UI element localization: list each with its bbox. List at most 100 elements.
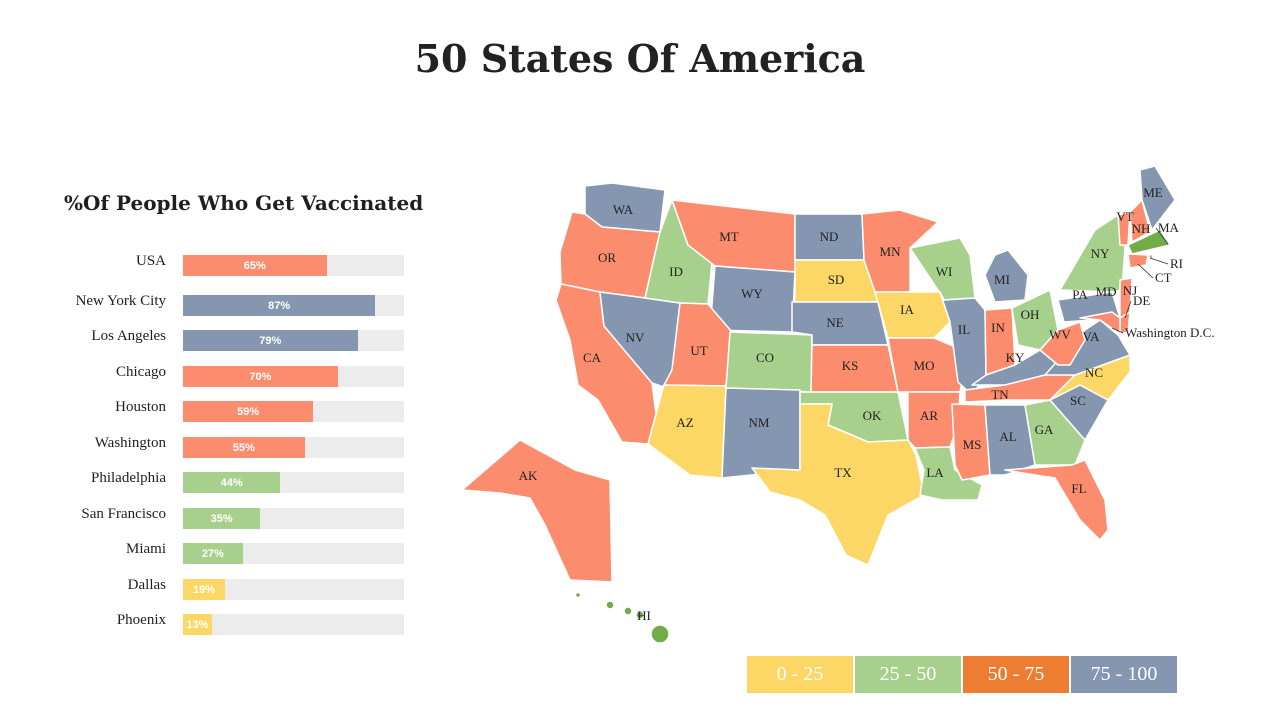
bar-category-label: Philadelphia (91, 470, 166, 486)
state-ga (1024, 399, 1086, 466)
state-label: KY (1006, 350, 1025, 365)
bar-track: 87% (183, 295, 404, 316)
state-wv (1039, 321, 1086, 366)
state-ia (874, 291, 951, 339)
state-label: WY (741, 286, 763, 301)
bar-track: 27% (183, 543, 404, 564)
state-label: OH (1021, 307, 1040, 322)
state-label: IN (991, 320, 1005, 335)
state-label: ND (820, 229, 839, 244)
bar-track: 13% (183, 614, 404, 635)
bar: 13% (183, 614, 212, 635)
callout-line (1155, 227, 1169, 245)
callout-label: DE (1133, 293, 1150, 308)
legend: 0 - 25 25 - 50 50 - 75 75 - 100 (747, 656, 1179, 693)
state-label: NJ (1123, 283, 1137, 298)
us-map: WA OR CA ID NV MT WY UT AZ CO NM ND SD NE KS OK TX MN IA MO… (461, 165, 1215, 644)
state-hi (605, 600, 615, 610)
bar-category-label: Phoenix (116, 612, 166, 628)
state-label: LA (926, 465, 944, 480)
state-label: IA (900, 302, 914, 317)
callout-line (1124, 300, 1132, 319)
callout-label: MA (1158, 220, 1180, 235)
page-title: 50 States Of America (414, 36, 866, 81)
state-label: NC (1085, 365, 1103, 380)
callout-line (1149, 257, 1169, 265)
state-label: UT (690, 343, 707, 358)
state-label: KS (842, 358, 859, 373)
legend-item: 0 - 25 (747, 656, 853, 693)
bar-category-label: Miami (126, 541, 166, 557)
bar-category-label: New York City (75, 293, 166, 309)
bar-category-label: Dallas (127, 577, 166, 593)
state-label: AR (920, 408, 938, 423)
state-label: CA (583, 350, 602, 365)
state-label: MS (963, 437, 982, 452)
bar-category-label: Los Angeles (91, 328, 166, 344)
state-az (647, 384, 727, 479)
bar-track: 55% (183, 437, 404, 458)
legend-item: 75 - 100 (1071, 656, 1177, 693)
callout-label: RI (1170, 256, 1183, 271)
state-label: AZ (676, 415, 693, 430)
state-label: NM (749, 415, 770, 430)
state-hi (623, 606, 633, 616)
callout-line (1137, 263, 1154, 279)
bar: 19% (183, 579, 225, 600)
state-label: MD (1096, 284, 1117, 299)
state-label: FL (1071, 481, 1086, 496)
bar-category-label: Houston (115, 399, 166, 415)
state-label: TN (991, 387, 1009, 402)
state-label: NH (1132, 221, 1151, 236)
bar-category-label: USA (135, 253, 166, 269)
bar: 70% (183, 366, 338, 387)
bar-track: 44% (183, 472, 404, 493)
bar: 35% (183, 508, 261, 529)
state-label: NV (626, 330, 645, 345)
state-ms (951, 403, 991, 481)
state-label: CO (756, 350, 774, 365)
state-label: PA (1072, 287, 1088, 302)
bar-track: 19% (183, 579, 404, 600)
state-label: GA (1035, 422, 1054, 437)
state-mi (984, 249, 1029, 303)
state-label: ID (669, 264, 683, 279)
bar: 87% (183, 295, 376, 316)
bar: 44% (183, 472, 281, 493)
bar-category-label: San Francisco (81, 506, 166, 522)
state-ny (1059, 214, 1126, 293)
state-fl (1004, 459, 1109, 541)
state-label: HI (637, 608, 651, 623)
state-label: NY (1091, 246, 1110, 261)
state-md (1079, 311, 1121, 335)
state-label: ME (1143, 185, 1163, 200)
state-tx (751, 403, 925, 566)
state-hi (650, 624, 670, 644)
state-label: MI (994, 272, 1010, 287)
callout-label: Washington D.C. (1125, 325, 1215, 340)
bar-track: 65% (183, 255, 404, 276)
state-label: VA (1082, 329, 1100, 344)
state-label: NE (826, 315, 843, 330)
state-label: MT (719, 229, 739, 244)
state-label: AL (999, 429, 1016, 444)
legend-item: 25 - 50 (855, 656, 961, 693)
state-label: WA (613, 202, 634, 217)
bar: 79% (183, 330, 358, 351)
bar: 55% (183, 437, 305, 458)
state-ak (461, 439, 613, 583)
state-hi (635, 610, 645, 620)
bar: 59% (183, 401, 314, 422)
state-hi (574, 591, 582, 599)
state-label: MN (880, 244, 902, 259)
bar-track: 79% (183, 330, 404, 351)
bar: 65% (183, 255, 327, 276)
state-label: SD (828, 272, 845, 287)
state-label: OK (863, 408, 882, 423)
chart-subtitle: %Of People Who Get Vaccinated (64, 191, 424, 215)
bar: 27% (183, 543, 243, 564)
legend-item: 50 - 75 (963, 656, 1069, 693)
state-nh (1129, 199, 1151, 243)
bar-category-label: Chicago (116, 364, 166, 380)
state-ma (1127, 229, 1171, 255)
